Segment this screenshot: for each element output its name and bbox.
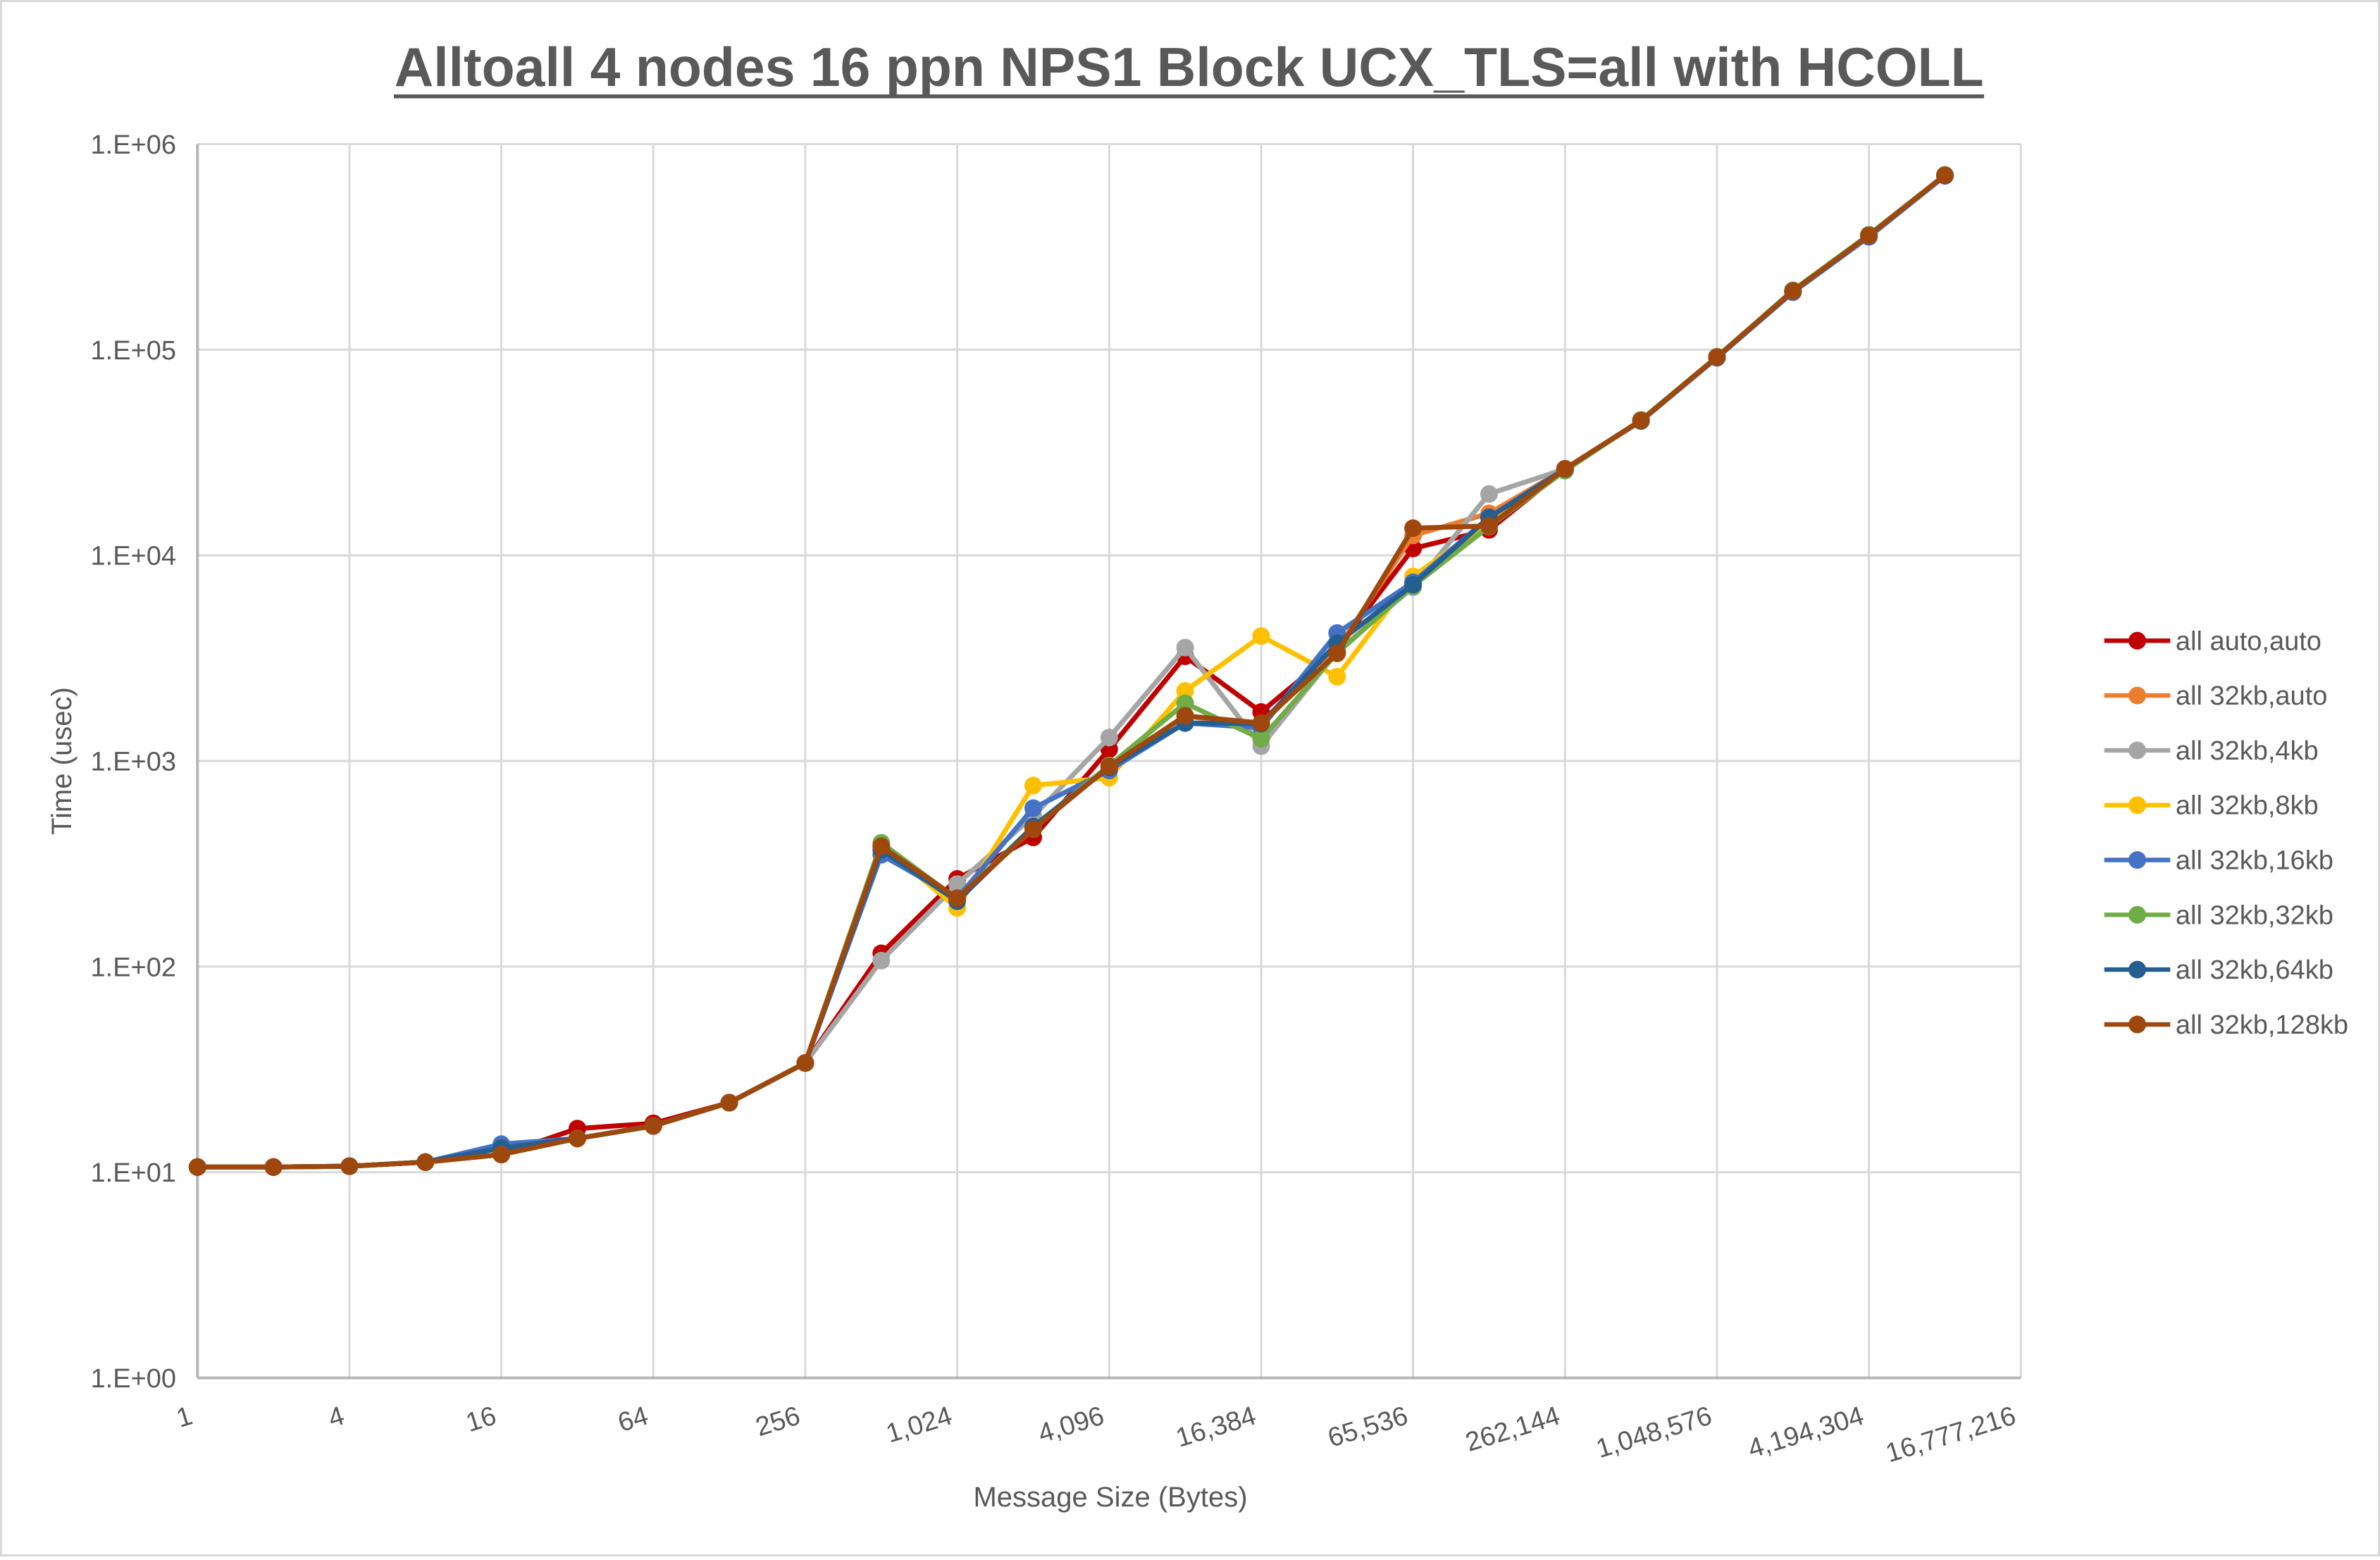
svg-text:all 32kb,64kb: all 32kb,64kb [2176, 955, 2333, 985]
svg-text:Alltoall 4 nodes 16 ppn NPS1 B: Alltoall 4 nodes 16 ppn NPS1 Block UCX_T… [395, 36, 1984, 98]
svg-text:1.E+00: 1.E+00 [91, 1364, 177, 1394]
svg-text:1.E+01: 1.E+01 [91, 1158, 177, 1188]
svg-text:1.E+02: 1.E+02 [91, 953, 177, 982]
svg-text:1.E+04: 1.E+04 [91, 542, 177, 571]
svg-text:Message Size (Bytes): Message Size (Bytes) [973, 1482, 1247, 1513]
svg-text:Time (usec): Time (usec) [47, 687, 78, 835]
svg-text:all 32kb,32kb: all 32kb,32kb [2176, 900, 2333, 930]
svg-text:all 32kb,128kb: all 32kb,128kb [2176, 1010, 2348, 1040]
svg-text:1.E+05: 1.E+05 [91, 336, 177, 366]
svg-text:1.E+06: 1.E+06 [91, 130, 177, 160]
svg-text:1.E+03: 1.E+03 [91, 748, 177, 777]
svg-text:all 32kb,16kb: all 32kb,16kb [2176, 846, 2333, 876]
svg-text:all 32kb,auto: all 32kb,auto [2176, 681, 2328, 711]
svg-text:all 32kb,4kb: all 32kb,4kb [2176, 736, 2319, 766]
svg-text:all 32kb,8kb: all 32kb,8kb [2176, 791, 2319, 821]
svg-text:all auto,auto: all auto,auto [2176, 626, 2322, 656]
